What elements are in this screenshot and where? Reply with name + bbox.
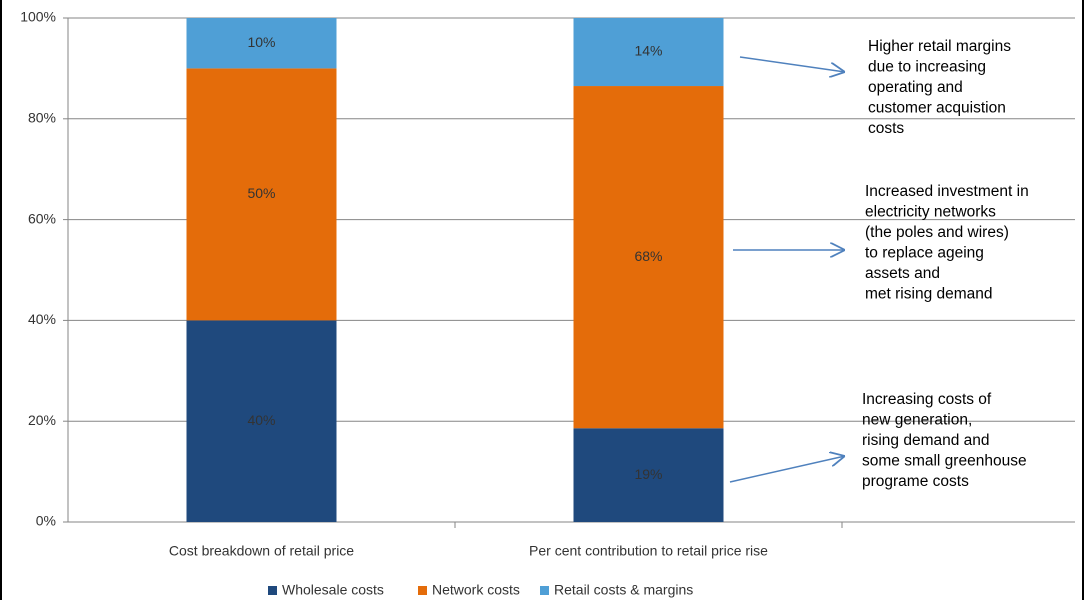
annotation-line: rising demand and: [862, 432, 990, 449]
data-label: 68%: [634, 248, 662, 264]
bar-segment: [186, 18, 337, 69]
annotation-line: due to increasing: [868, 59, 986, 76]
legend-swatch: [540, 586, 549, 595]
legend-label: Network costs: [432, 582, 520, 598]
annotation-line: to replace ageing: [865, 245, 984, 262]
annotation-line: customer acquistion: [868, 100, 1006, 117]
y-tick-label: 40%: [28, 311, 56, 327]
arrow: [729, 456, 845, 483]
x-tick-label: Per cent contribution to retail price ri…: [529, 543, 768, 559]
data-label: 10%: [247, 34, 275, 50]
legend-label: Retail costs & margins: [554, 582, 693, 598]
annotation-line: met rising demand: [865, 286, 993, 303]
y-tick-label: 0%: [36, 513, 56, 529]
annotation-line: costs: [868, 120, 904, 137]
data-label: 19%: [634, 466, 662, 482]
bar-segment: [186, 320, 337, 522]
annotation-line: new generation,: [862, 412, 972, 429]
annotation-line: some small greenhouse: [862, 453, 1027, 470]
bar-segment: [186, 68, 337, 321]
y-tick-label: 100%: [20, 9, 56, 25]
arrows: [729, 56, 845, 483]
bar-segment: [573, 86, 724, 429]
annotation-line: assets and: [865, 265, 940, 282]
y-tick-label: 80%: [28, 110, 56, 126]
annotation-line: Increasing costs of: [862, 391, 992, 408]
annotation-line: electricity networks: [865, 204, 996, 221]
x-tick-label: Cost breakdown of retail price: [169, 543, 354, 559]
legend-label: Wholesale costs: [282, 582, 384, 598]
y-tick-label: 60%: [28, 210, 56, 226]
annotation-line: Higher retail margins: [868, 38, 1011, 55]
y-tick-label: 20%: [28, 412, 56, 428]
arrow: [739, 56, 845, 72]
data-label: 50%: [247, 185, 275, 201]
annotation-line: operating and: [868, 79, 963, 96]
legend-swatch: [418, 586, 427, 595]
data-label: 40%: [247, 412, 275, 428]
annotation-line: programe costs: [862, 473, 969, 490]
annotation-line: Increased investment in: [865, 183, 1029, 200]
data-label: 14%: [634, 43, 662, 59]
bar-segment: [573, 18, 724, 87]
bar-segment: [573, 428, 724, 522]
annotation-line: (the poles and wires): [865, 224, 1009, 241]
legend-swatch: [268, 586, 277, 595]
